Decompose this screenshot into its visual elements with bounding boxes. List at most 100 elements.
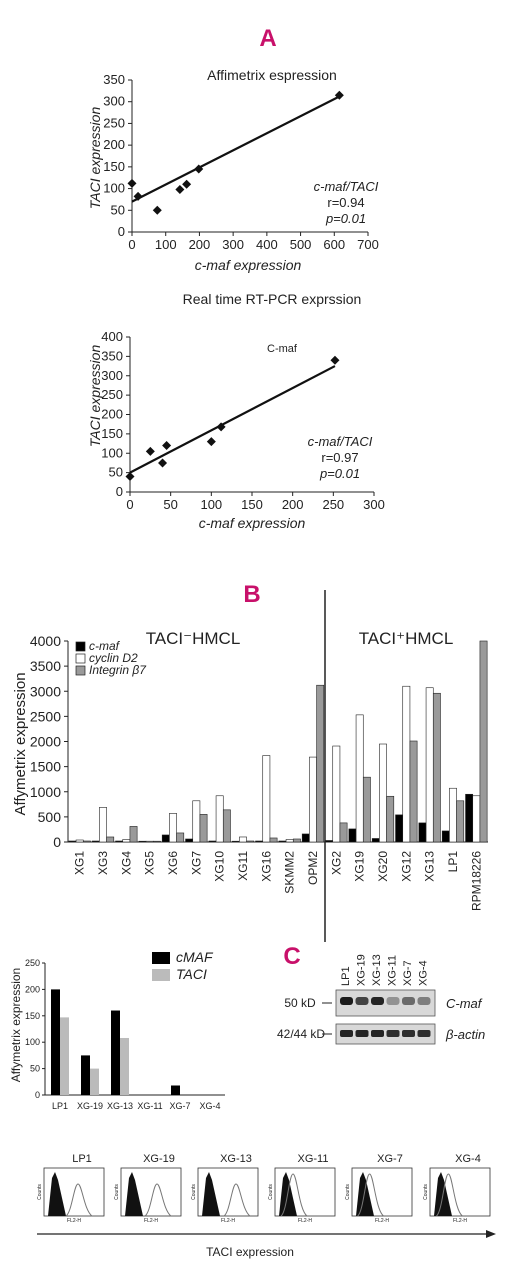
- category-label: XG-7: [169, 1101, 190, 1111]
- flow-x-label: FL2-H: [298, 1218, 312, 1224]
- band-actin: [386, 1030, 400, 1037]
- bar-c-maf: [185, 838, 194, 843]
- data-point: [175, 184, 185, 194]
- bar-c-maf: [278, 840, 287, 843]
- y-tick-label: 500: [38, 809, 62, 825]
- bar-chart-cmaf-taci: Affymetrix expression 0 50 100 150 200 250 LP1…: [9, 949, 225, 1111]
- flow-taci-histogram: [223, 1183, 251, 1217]
- data-point: [182, 179, 192, 189]
- bar-cyclin-d2: [332, 745, 341, 843]
- bar-integrin-β7: [82, 840, 91, 843]
- bar-cmaf: [81, 1055, 90, 1095]
- arrow-head-icon: [486, 1230, 496, 1238]
- lane-label: LP1: [340, 966, 352, 986]
- y-axis-label: TACI expression: [87, 345, 103, 448]
- stat-line-2: r=0.97: [321, 450, 358, 465]
- y-tick-label: 0: [116, 484, 123, 499]
- bar-c-maf: [418, 822, 427, 843]
- bar-cyclin-d2: [425, 687, 434, 843]
- chart-title: Real time RT-PCR exprssion: [183, 291, 362, 307]
- flow-taci-histogram: [357, 1173, 384, 1217]
- western-blot: 50 kD C-maf 42/44 kD β-actin LP1 XG-19 XG-…: [277, 954, 485, 1045]
- bar-c-maf: [301, 833, 310, 843]
- stat-line-1: c-maf/TACI: [308, 434, 373, 449]
- flow-cytometry-row: LP1 Counts FL2-H XG-19 Counts FL2-H XG-13 Count…: [37, 1153, 491, 1224]
- chart-title: Affimetrix espression: [207, 67, 337, 83]
- bar-cmaf: [51, 989, 60, 1095]
- bar-integrin-β7: [409, 740, 418, 843]
- x-tick-label: 200: [189, 237, 211, 252]
- bar-integrin-β7: [129, 826, 138, 843]
- bar-cyclin-d2: [285, 839, 294, 843]
- flow-y-label: Counts: [191, 1184, 197, 1200]
- band-actin: [340, 1030, 353, 1037]
- data-point: [206, 437, 216, 447]
- data-point: [145, 446, 155, 456]
- y-tick-label: 50: [109, 465, 123, 480]
- band-cmaf: [386, 997, 400, 1005]
- y-tick-label: 200: [101, 407, 123, 422]
- bar-taci: [60, 1017, 69, 1095]
- lane-label: XG-13: [371, 954, 383, 986]
- data-point: [127, 178, 137, 188]
- bar-integrin-β7: [269, 837, 278, 843]
- flow-title: LP1: [72, 1153, 92, 1165]
- bar-c-maf: [325, 840, 334, 843]
- y-tick-label: 2500: [30, 708, 61, 724]
- category-label: XG-4: [199, 1101, 220, 1111]
- band-kd-actin: 42/44 kD: [277, 1027, 325, 1041]
- y-tick-label: 100: [101, 445, 123, 460]
- data-point: [158, 458, 168, 468]
- y-tick-label: 0: [35, 1090, 40, 1100]
- y-tick-label: 150: [103, 159, 125, 174]
- category-label: XG10: [213, 851, 227, 882]
- flow-title: XG-13: [220, 1153, 252, 1165]
- y-tick-label: 250: [25, 958, 40, 968]
- y-tick-label: 3000: [30, 683, 61, 699]
- category-label: SKMM2: [283, 851, 297, 894]
- category-label: OPM2: [306, 851, 320, 885]
- x-tick-label: 500: [290, 237, 312, 252]
- scatter-rtpcr: Real time RT-PCR exprssion C-maf TACI ex…: [87, 291, 385, 531]
- data-point: [334, 90, 344, 100]
- bar-c-maf: [68, 840, 77, 843]
- y-axis-label: TACI expression: [87, 107, 103, 210]
- x-tick-label: 700: [357, 237, 379, 252]
- x-tick-label: 150: [241, 497, 263, 512]
- flow-y-label: Counts: [114, 1184, 120, 1200]
- category-label: XG4: [119, 851, 133, 875]
- flow-title: XG-19: [143, 1153, 175, 1165]
- bar-integrin-β7: [386, 795, 395, 843]
- x-tick-label: 100: [155, 237, 177, 252]
- bar-integrin-β7: [176, 832, 185, 843]
- bar-cmaf: [111, 1010, 120, 1095]
- panel-label-a: A: [259, 25, 276, 52]
- data-point: [216, 422, 226, 432]
- y-tick-label: 50: [30, 1064, 40, 1074]
- x-tick-label: 100: [200, 497, 222, 512]
- flow-control-histogram: [202, 1172, 220, 1216]
- bar-c-maf: [231, 840, 240, 843]
- regression-line: [131, 95, 340, 203]
- flow-control-histogram: [125, 1172, 143, 1216]
- flow-taci-histogram: [144, 1183, 172, 1217]
- flow-x-label: FL2-H: [453, 1218, 467, 1224]
- category-label: XG3: [96, 851, 110, 875]
- stat-line-2: r=0.94: [327, 195, 364, 210]
- y-tick-label: 250: [101, 387, 123, 402]
- bar-integrin-β7: [456, 800, 465, 843]
- legend-label: Integrin β7: [89, 663, 147, 677]
- band-kd-cmaf: 50 kD: [284, 996, 316, 1010]
- category-label: XG5: [143, 851, 157, 875]
- band-cmaf: [355, 997, 369, 1005]
- flow-title: XG-11: [298, 1153, 329, 1165]
- data-point: [194, 164, 204, 174]
- band-actin: [417, 1030, 431, 1037]
- flow-x-label: FL2-H: [67, 1218, 81, 1224]
- bar-integrin-β7: [246, 840, 255, 843]
- bar-cyclin-d2: [145, 840, 154, 843]
- y-tick-label: 400: [101, 329, 123, 344]
- flow-y-label: Counts: [345, 1184, 351, 1200]
- bar-integrin-β7: [152, 840, 161, 843]
- lane-label: XG-4: [418, 960, 430, 986]
